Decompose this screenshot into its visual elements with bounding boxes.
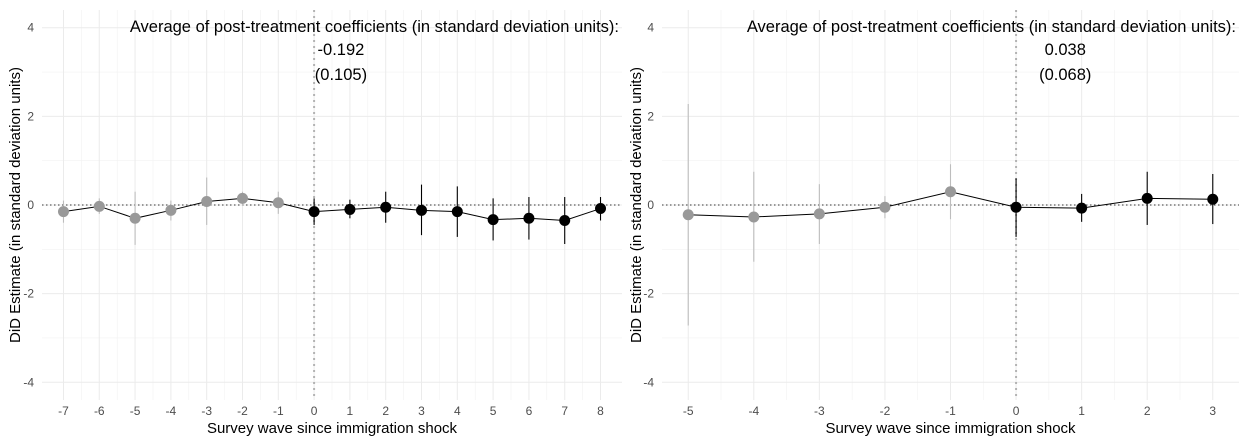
x-tick-label: 1 [347,404,354,418]
x-tick-label: 0 [311,404,318,418]
left-event-study-panel: -4 -2 0 2 4 -7 -6 -5 -4 -3 -2 -1 0 1 2 3 4 5 6 7 8 Survey wav… [7,10,622,437]
x-tick-label: -5 [683,404,694,418]
post-treatment-point [1141,192,1153,204]
annotation-heading: Average of post-treatment coefficients (… [130,18,619,36]
y-tick-label: 4 [27,21,34,35]
pre-treatment-point [57,206,69,218]
x-tick-label: -2 [880,404,891,418]
pre-treatment-point [236,192,248,204]
post-treatment-point [595,203,607,215]
pre-treatment-point [879,201,891,213]
pre-treatment-point [93,200,105,212]
post-treatment-point [344,203,356,215]
x-tick-label: 1 [1078,404,1085,418]
post-treatment-point [523,212,535,224]
x-tick-label: -6 [94,404,105,418]
annotation-std-error: (0.068) [1039,66,1091,84]
y-tick-label: 0 [647,198,654,212]
x-tick-label: 3 [1209,404,1216,418]
y-tick-label: -4 [643,375,654,389]
x-tick-label: -1 [273,404,284,418]
y-tick-label: -2 [23,287,34,301]
x-tick-label: -4 [748,404,759,418]
pre-treatment-point [201,195,213,207]
post-treatment-point [380,201,392,213]
x-tick-label: -7 [58,404,69,418]
annotation-std-error: (0.105) [315,66,367,84]
y-tick-label: 2 [647,109,654,123]
post-treatment-point [1010,201,1022,213]
x-tick-label: -4 [166,404,177,418]
y-tick-label: 2 [27,109,34,123]
x-tick-label: 7 [561,404,568,418]
x-tick-label: 4 [454,404,461,418]
pre-treatment-point [813,208,825,220]
y-axis-title: DiD Estimate (in standard deviation unit… [7,67,24,343]
annotation-estimate: -0.192 [318,41,365,59]
x-axis-title: Survey wave since immigration shock [825,420,1076,437]
x-tick-label: -5 [130,404,141,418]
x-tick-label: 3 [418,404,425,418]
x-tick-label: 6 [526,404,533,418]
y-tick-label: 0 [27,198,34,212]
x-tick-label: -3 [814,404,825,418]
y-tick-label: 4 [647,21,654,35]
pre-treatment-point [129,212,141,224]
post-treatment-point [1207,193,1219,205]
post-treatment-point [308,206,320,218]
post-treatment-point [1076,202,1088,214]
pre-treatment-point [945,186,956,198]
pre-treatment-point [272,197,284,209]
post-treatment-point [487,214,499,226]
pre-treatment-point [748,211,760,223]
right-event-study-panel: -4 -2 0 2 4 -5 -4 -3 -2 -1 0 1 2 3 Survey wave since i… [628,10,1239,437]
x-tick-label: 5 [490,404,497,418]
annotation-heading: Average of post-treatment coefficients (… [747,18,1236,36]
x-tick-label: 2 [382,404,389,418]
post-treatment-point [451,206,463,218]
pre-treatment-point [682,209,694,221]
post-treatment-point [416,204,428,216]
x-tick-label: 2 [1144,404,1151,418]
x-tick-label: -1 [945,404,956,418]
y-tick-label: -2 [643,287,654,301]
annotation-estimate: 0.038 [1045,41,1086,59]
x-tick-label: -2 [237,404,248,418]
x-tick-label: -3 [201,404,212,418]
y-tick-label: -4 [23,375,34,389]
pre-treatment-point [165,204,177,216]
x-axis-title: Survey wave since immigration shock [207,420,458,437]
y-axis-title: DiD Estimate (in standard deviation unit… [628,67,645,343]
estimate-connecting-line [63,197,601,222]
post-treatment-point [559,215,571,227]
x-tick-label: 8 [597,404,604,418]
x-tick-label: 0 [1013,404,1020,418]
